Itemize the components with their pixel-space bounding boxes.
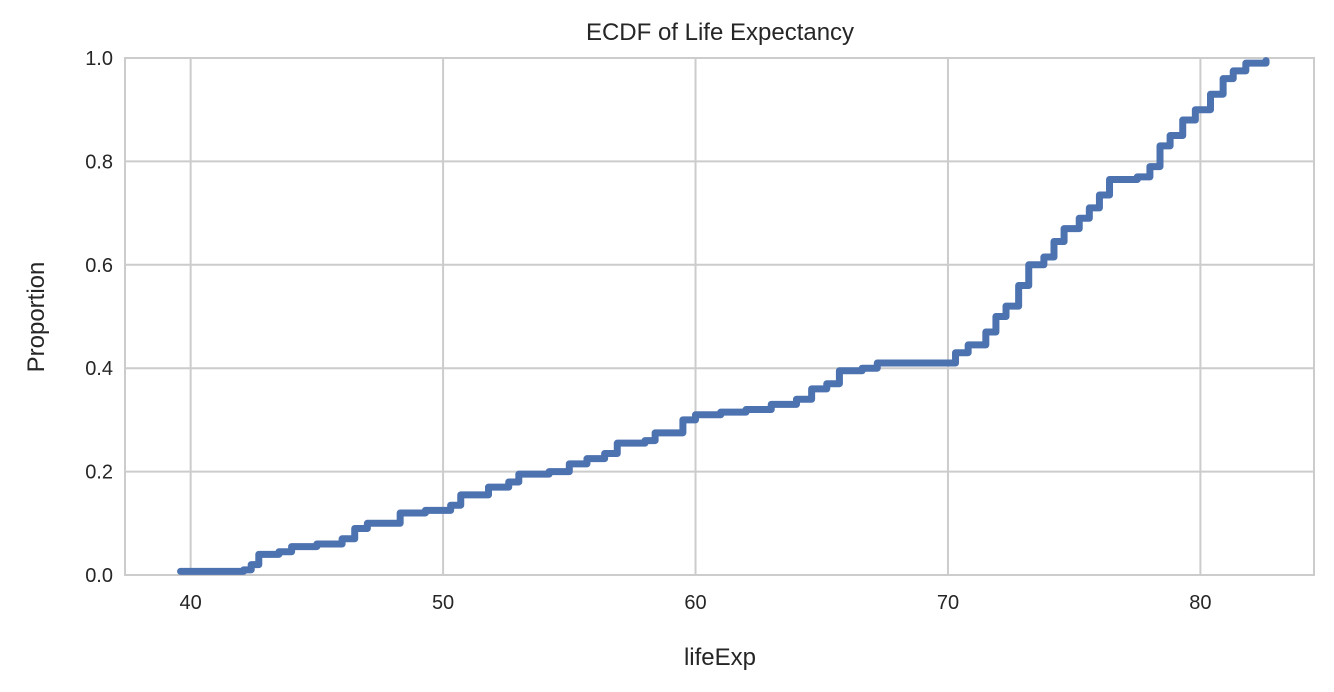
gridlines — [125, 57, 1314, 576]
ecdf-line — [177, 57, 1270, 575]
y-tick-label: 0.6 — [85, 255, 113, 277]
y-axis-label: Proportion — [23, 262, 50, 373]
x-axis-label: lifeExp — [684, 644, 756, 671]
tick-labels: 40 50 60 70 80 0.0 0.2 0.4 0.6 0.8 1.0 — [85, 48, 1211, 614]
x-tick-label: 60 — [684, 592, 706, 614]
y-tick-label: 0.0 — [85, 565, 113, 587]
x-tick-label: 80 — [1189, 592, 1211, 614]
x-tick-label: 70 — [937, 592, 959, 614]
plot-frame — [124, 57, 1315, 576]
y-tick-label: 0.2 — [85, 462, 113, 484]
y-tick-label: 0.4 — [85, 358, 113, 380]
chart-title: ECDF of Life Expectancy — [586, 19, 854, 46]
x-tick-label: 40 — [180, 592, 202, 614]
y-tick-label: 0.8 — [85, 151, 113, 173]
series-layer — [177, 57, 1270, 575]
y-tick-label: 1.0 — [85, 48, 113, 70]
x-tick-label: 50 — [432, 592, 454, 614]
